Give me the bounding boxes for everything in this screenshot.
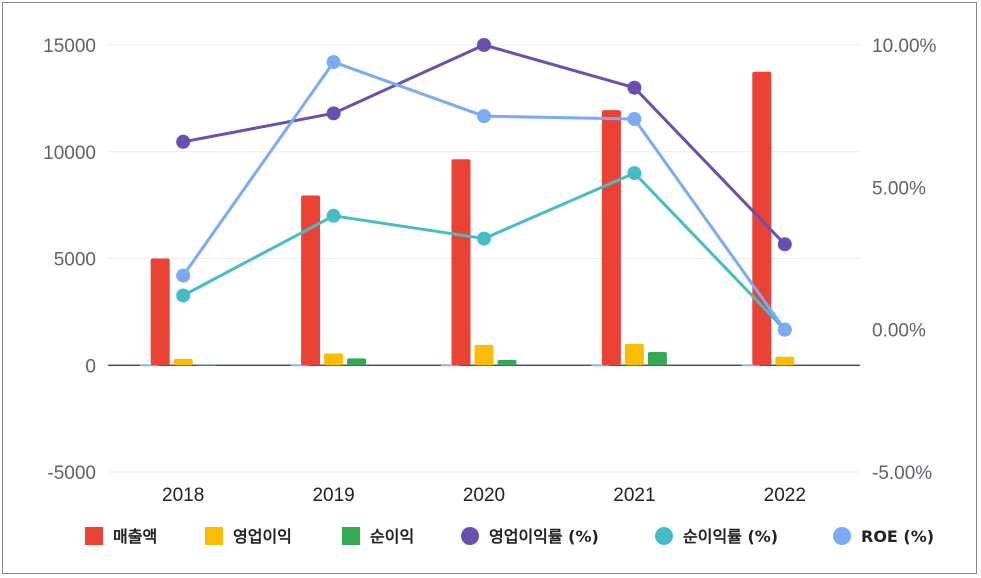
legend-label: 영업이익 — [233, 527, 292, 546]
legend-label: ROE (%) — [861, 527, 934, 546]
line-순이익률 (%) — [182, 171, 786, 331]
left-axis-tick-label: 15000 — [43, 36, 96, 57]
bar-순이익 — [347, 358, 367, 366]
point-영업이익률 (%) — [176, 134, 191, 149]
point-ROE (%) — [627, 112, 642, 127]
point-ROE (%) — [477, 109, 491, 124]
right-axis-tick-label: 0.00% — [872, 321, 926, 342]
baseline-stub — [140, 364, 159, 367]
left-axis-tick-label: 5000 — [54, 250, 96, 271]
legend-label: 순이익률 (%) — [683, 527, 778, 546]
bar-영업이익 — [624, 343, 644, 366]
legend-swatch-순이익 — [342, 527, 360, 545]
legend-label: 순이익 — [370, 527, 414, 546]
right-axis-tick-label: -5.00% — [872, 463, 932, 484]
x-tick-label: 2022 — [764, 485, 806, 506]
point-영업이익률 (%) — [477, 38, 491, 52]
line-영업이익률 (%) — [182, 43, 786, 246]
right-axis-tick-label: 5.00% — [872, 178, 926, 199]
legend-label: 영업이익률 (%) — [489, 527, 599, 546]
point-순이익률 (%) — [176, 288, 191, 303]
baseline-stub — [290, 364, 309, 367]
point-순이익률 (%) — [477, 231, 491, 246]
legend-swatch-영업이익 — [205, 527, 223, 545]
point-ROE (%) — [176, 268, 191, 283]
bar-영업이익 — [474, 344, 494, 366]
x-tick-label: 2020 — [463, 485, 505, 506]
right-axis-tick-label: 10.00% — [872, 36, 937, 57]
bar-매출액 — [301, 195, 321, 366]
baseline-stub — [741, 364, 760, 367]
legend-label: 매출액 — [113, 527, 157, 546]
left-axis-tick-label: 0 — [85, 356, 96, 377]
left-axis-tick-label: 10000 — [43, 143, 96, 164]
bar-순이익 — [647, 352, 667, 366]
legend-swatch-영업이익률 (%) — [461, 527, 479, 545]
bar-영업이익 — [324, 353, 344, 366]
bar-매출액 — [150, 258, 170, 366]
bar-영업이익 — [775, 356, 795, 366]
bar-순이익 — [497, 359, 517, 366]
left-axis-tick-label: -5000 — [47, 463, 96, 484]
x-tick-label: 2019 — [312, 485, 354, 506]
bar-매출액 — [601, 110, 621, 366]
bar-영업이익 — [173, 358, 193, 366]
x-tick-label: 2021 — [613, 485, 655, 506]
baseline-stub — [591, 364, 610, 367]
legend-swatch-ROE (%) — [833, 527, 851, 545]
point-영업이익률 (%) — [326, 106, 341, 121]
legend-swatch-매출액 — [85, 527, 103, 545]
bar-매출액 — [451, 159, 471, 366]
point-ROE (%) — [326, 55, 341, 70]
point-영업이익률 (%) — [777, 237, 792, 252]
line-ROE (%) — [181, 60, 787, 331]
point-ROE (%) — [777, 322, 792, 337]
x-tick-label: 2018 — [162, 485, 204, 506]
point-영업이익률 (%) — [627, 80, 642, 95]
legend-swatch-순이익률 (%) — [655, 527, 673, 545]
bar-순이익 — [196, 364, 216, 366]
point-순이익률 (%) — [627, 166, 642, 181]
baseline-stub — [441, 364, 459, 367]
point-순이익률 (%) — [326, 208, 341, 223]
